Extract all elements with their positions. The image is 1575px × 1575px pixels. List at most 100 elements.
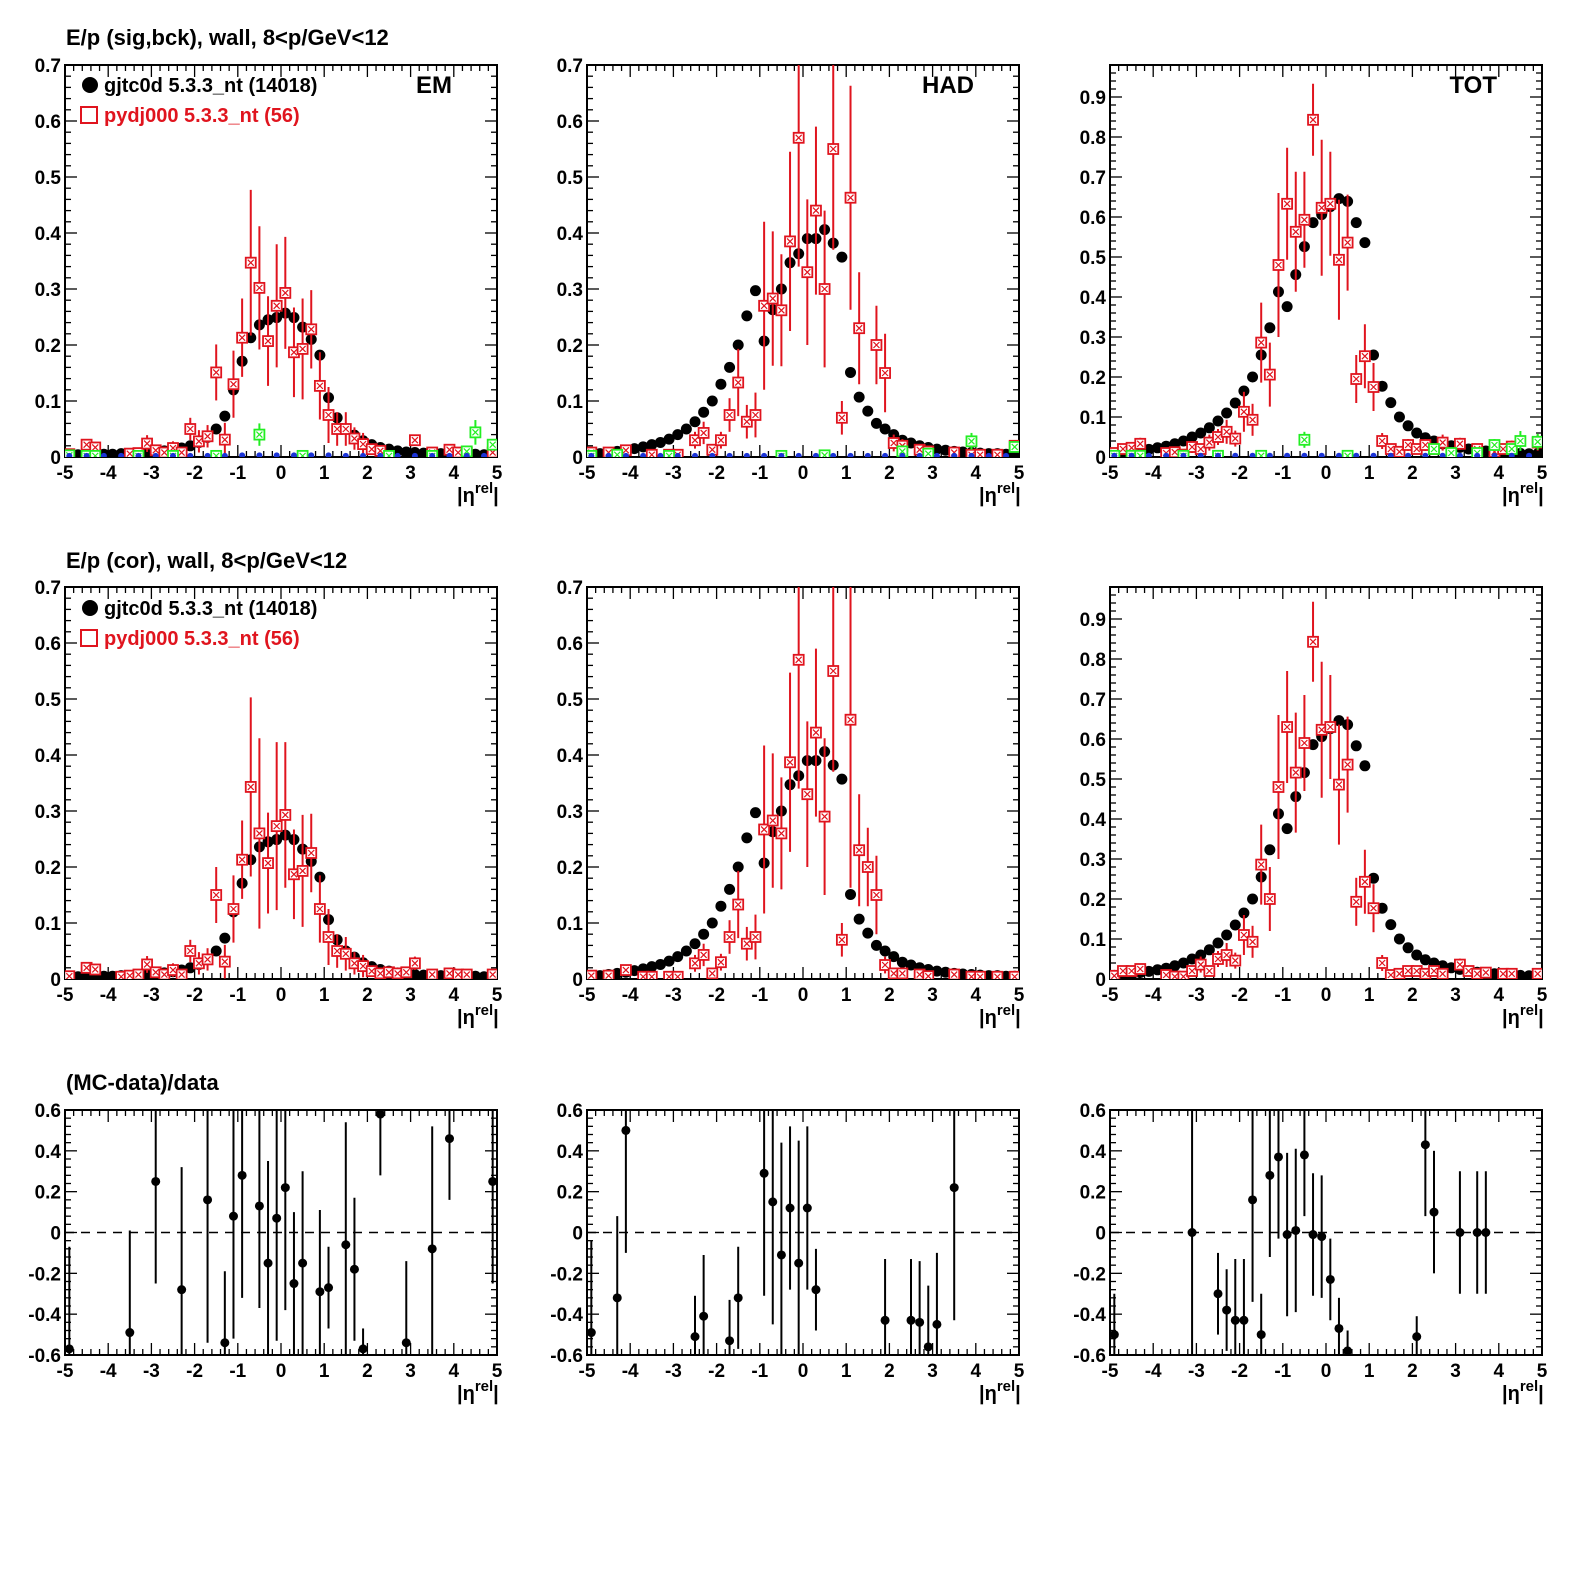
data-point-mark xyxy=(1309,116,1317,124)
x-tick-label: 5 xyxy=(1537,463,1548,484)
x-tick-label: -4 xyxy=(622,985,639,1006)
y-tick-label: 0 xyxy=(50,1224,61,1245)
data-point-mark xyxy=(734,379,742,386)
markers xyxy=(587,587,1019,979)
data-point xyxy=(289,1279,299,1289)
data-point-mark xyxy=(333,947,341,955)
data-point-mark xyxy=(178,449,186,456)
panel-r2-tot: -5 -4 -3 -2 -1 0 1 2 3 4 5 0 0.1 0.2 0.3 0.4 0.5 0.6 0.7 0.… xyxy=(1080,586,1548,1029)
data-point-mark xyxy=(1205,439,1213,447)
data-point-mark xyxy=(838,414,846,422)
data-point xyxy=(1003,452,1010,457)
x-tick-label: 5 xyxy=(1014,463,1025,484)
data-point-mark xyxy=(812,207,820,215)
data-point xyxy=(177,1285,187,1295)
data-point xyxy=(1439,452,1446,457)
x-tick-label: 0 xyxy=(1321,985,1332,1006)
x-tick-label: -5 xyxy=(57,985,74,1006)
data-point xyxy=(1405,452,1412,457)
data-point-mark xyxy=(890,969,898,977)
y-tick-label: 0.2 xyxy=(557,858,583,879)
data-point xyxy=(899,452,906,457)
data-point xyxy=(621,1125,631,1135)
x-tick-label: -5 xyxy=(57,463,74,484)
data-point xyxy=(152,452,159,457)
data-point xyxy=(1387,452,1394,457)
data-point-mark xyxy=(325,411,332,419)
data-point xyxy=(674,452,681,457)
x-tick-label: 4 xyxy=(971,985,982,1006)
x-tick-label: 0 xyxy=(276,985,287,1006)
data-point xyxy=(845,888,857,900)
data-point xyxy=(280,1183,290,1193)
data-point xyxy=(1284,452,1291,457)
data-point xyxy=(880,1315,890,1325)
x-tick-label: -1 xyxy=(229,1361,246,1382)
data-point xyxy=(657,452,664,457)
data-point-mark xyxy=(1309,638,1317,646)
data-point-mark xyxy=(1318,204,1326,212)
data-point xyxy=(1532,448,1542,457)
data-point-mark xyxy=(152,446,160,454)
data-point xyxy=(1281,301,1293,313)
data-point xyxy=(785,1203,795,1213)
data-point-mark xyxy=(247,783,255,791)
data-point xyxy=(1195,427,1207,439)
data-point xyxy=(795,452,802,457)
data-point-mark xyxy=(385,968,393,976)
data-point xyxy=(690,1332,700,1342)
data-point xyxy=(1134,449,1147,457)
data-point xyxy=(1402,942,1414,954)
data-point xyxy=(645,970,658,979)
y-tick-label: 0.1 xyxy=(1080,408,1107,429)
data-point xyxy=(1128,452,1135,457)
y-tick-label: 0.8 xyxy=(1080,650,1106,671)
data-point-mark xyxy=(993,973,1001,979)
data-point-mark xyxy=(489,971,497,978)
data-point xyxy=(411,452,418,457)
data-point xyxy=(663,449,675,457)
data-point-mark xyxy=(1439,970,1447,978)
data-point-mark xyxy=(368,445,376,453)
data-point-mark xyxy=(795,134,803,142)
data-point xyxy=(1169,960,1181,972)
data-point xyxy=(83,452,90,457)
data-point-mark xyxy=(281,289,289,297)
data-point xyxy=(1472,1228,1482,1237)
data-point xyxy=(663,955,675,967)
data-point-mark xyxy=(613,451,621,457)
data-point xyxy=(444,1134,454,1144)
x-tick-label: -1 xyxy=(1274,1361,1291,1382)
data-point xyxy=(463,452,470,457)
data-point-mark xyxy=(446,969,453,977)
data-point xyxy=(204,452,211,457)
y-tick-label: 0.6 xyxy=(1080,208,1106,229)
data-point-mark xyxy=(1456,961,1464,969)
data-point xyxy=(1265,1170,1275,1180)
markers xyxy=(65,189,497,457)
data-point-mark xyxy=(1266,371,1274,379)
x-tick-label: -5 xyxy=(1102,1361,1119,1382)
data-point-mark xyxy=(1011,443,1019,451)
data-point xyxy=(761,452,768,457)
data-point-mark xyxy=(1370,383,1377,391)
data-point xyxy=(654,958,666,970)
data-point xyxy=(1238,907,1250,919)
data-point-mark xyxy=(924,450,932,457)
data-point xyxy=(1353,452,1360,457)
x-tick-label: 2 xyxy=(1407,463,1418,484)
data-point xyxy=(916,452,923,457)
y-tick-label: 0.6 xyxy=(557,1101,583,1122)
data-point-mark xyxy=(351,959,358,967)
data-point-mark xyxy=(394,969,402,977)
y-tick-label: 0.2 xyxy=(557,1183,583,1204)
x-tick-label: -3 xyxy=(665,1361,682,1382)
data-point-mark xyxy=(186,425,194,433)
data-point-mark xyxy=(821,451,829,457)
x-tick-label: 1 xyxy=(841,985,852,1006)
data-point-mark xyxy=(1465,967,1472,975)
data-point-mark xyxy=(264,337,272,345)
data-point xyxy=(830,452,837,457)
x-tick-label: 2 xyxy=(884,463,895,484)
data-point xyxy=(1247,893,1259,905)
